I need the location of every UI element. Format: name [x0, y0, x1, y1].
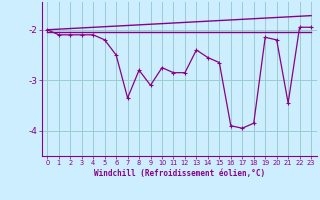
X-axis label: Windchill (Refroidissement éolien,°C): Windchill (Refroidissement éolien,°C) — [94, 169, 265, 178]
